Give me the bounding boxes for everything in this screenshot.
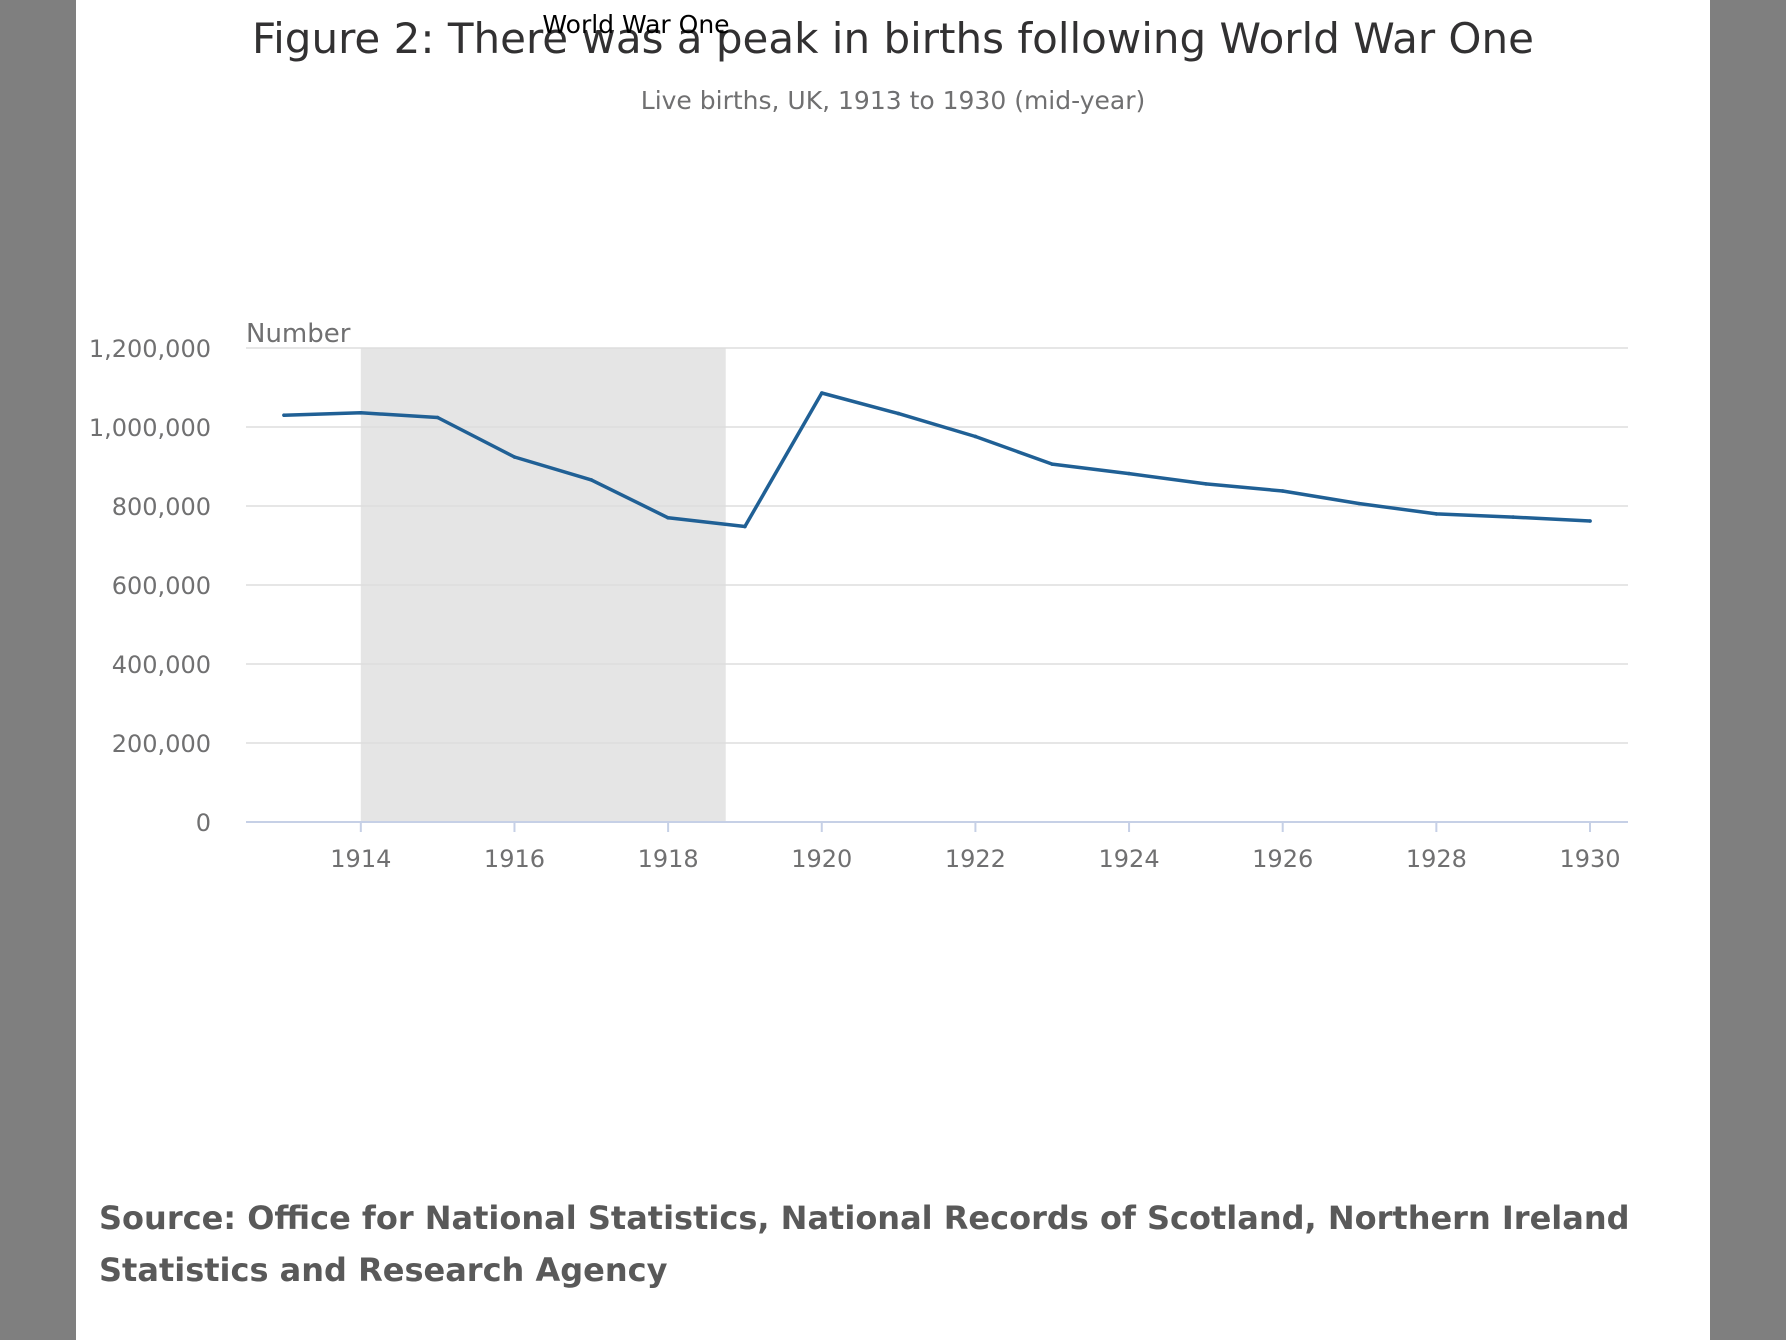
data-point: [743, 524, 747, 529]
chart-panel: 0 200,000 400,000 600,000 800,000 1,000,000 1,…: [76, 0, 1710, 1340]
y-axis-label: Number: [246, 319, 351, 349]
data-point: [896, 411, 901, 416]
line-chart: 0 200,000 400,000 600,000 800,000 1,000,000 1,…: [89, 319, 1628, 873]
y-tick-label: 800,000: [112, 493, 211, 521]
source-note: Source: Office for National Statistics, …: [99, 1199, 1630, 1289]
y-tick-label: 0: [196, 809, 211, 837]
data-point: [1511, 515, 1515, 519]
y-tick-label: 400,000: [112, 651, 211, 679]
x-tick-label: 1920: [791, 845, 852, 873]
x-tick-label: 1928: [1406, 845, 1467, 873]
x-tick-label: 1926: [1252, 845, 1313, 873]
x-tick-label: 1922: [945, 845, 1006, 873]
data-point: [1280, 489, 1285, 493]
data-point: [512, 455, 517, 459]
data-point: [1050, 462, 1055, 466]
data-point: [282, 413, 286, 417]
y-tick-label: 200,000: [112, 730, 211, 758]
y-tick-label: 1,000,000: [89, 414, 211, 442]
data-point: [1357, 501, 1362, 506]
data-point: [1204, 482, 1208, 486]
y-tick-labels: 0 200,000 400,000 600,000 800,000 1,000,000 1,…: [89, 335, 211, 837]
series-layer: [282, 391, 1592, 529]
data-point: [1434, 512, 1439, 516]
x-tick-label: 1930: [1559, 845, 1620, 873]
chart-title: Figure 2: There was a peak in births fol…: [252, 14, 1534, 63]
data-point: [666, 516, 670, 520]
shaded-region-label: World War One: [542, 10, 730, 39]
data-point: [589, 478, 594, 482]
x-tick-label: 1924: [1099, 845, 1160, 873]
x-tick-labels: 1914 1916 1918 1920 1922 1924 1926 1928 1930: [330, 845, 1620, 873]
data-point: [435, 415, 440, 420]
y-tick-label: 1,200,000: [89, 335, 211, 363]
data-point: [973, 434, 978, 439]
data-point: [359, 410, 363, 415]
data-point: [1588, 519, 1592, 523]
data-point: [819, 391, 824, 395]
x-tick-label: 1916: [484, 845, 545, 873]
x-tick-label: 1914: [330, 845, 391, 873]
data-point: [1127, 471, 1131, 476]
x-tick-label: 1918: [638, 845, 699, 873]
chart-subtitle: Live births, UK, 1913 to 1930 (mid-year): [640, 86, 1146, 115]
series-line: [282, 391, 1592, 529]
y-tick-label: 600,000: [112, 572, 211, 600]
x-axis: [246, 821, 1628, 832]
gridlines: [246, 347, 1628, 744]
